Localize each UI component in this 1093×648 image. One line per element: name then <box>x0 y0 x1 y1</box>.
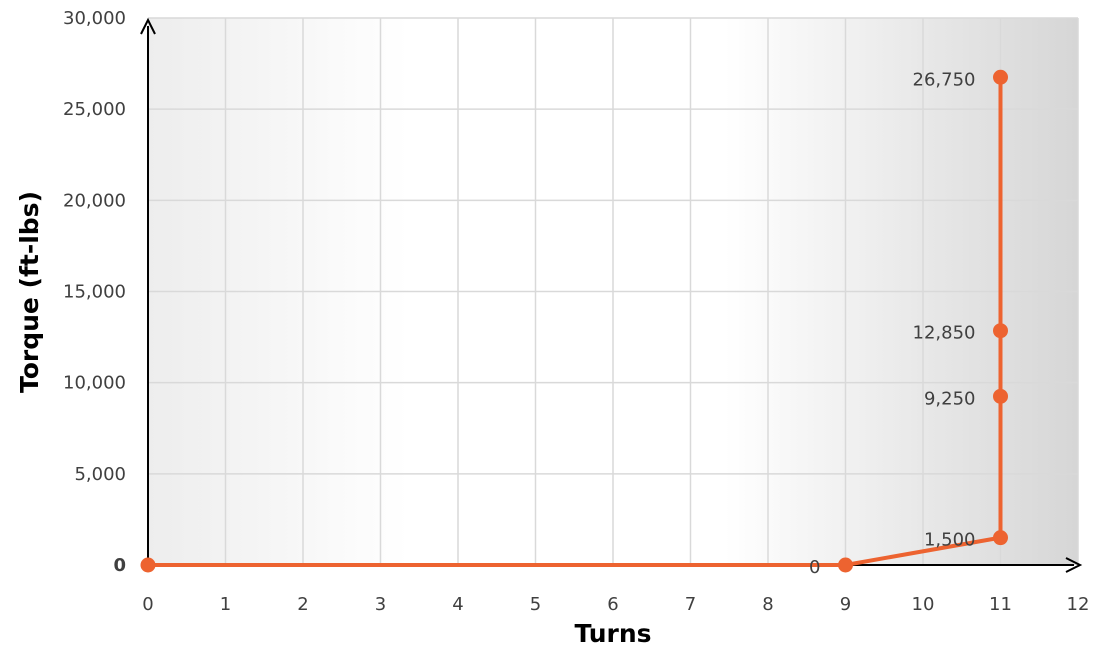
x-tick-label: 5 <box>530 594 541 615</box>
x-tick-label: 4 <box>452 594 463 615</box>
series-line <box>148 77 1003 567</box>
y-axis-ticks: 0 5,000 10,000 15,000 20,000 25,000 30,000 <box>63 8 126 576</box>
gridlines <box>148 17 1079 565</box>
x-tick-label: 8 <box>762 594 773 615</box>
y-tick-label: 25,000 <box>63 99 126 120</box>
x-tick-label: 10 <box>912 594 935 615</box>
data-point <box>140 557 156 573</box>
y-tick-label: 15,000 <box>63 282 126 303</box>
data-label: 0 <box>809 557 820 578</box>
series-layer <box>140 69 1008 573</box>
x-tick-label: 2 <box>297 594 308 615</box>
x-tick-label: 3 <box>375 594 386 615</box>
data-point <box>993 323 1008 339</box>
x-tick-label: 1 <box>220 594 231 615</box>
x-tick-label: 6 <box>607 594 618 615</box>
data-label: 12,850 <box>913 323 976 344</box>
y-tick-label: 0 <box>113 555 126 576</box>
data-point <box>993 388 1008 404</box>
x-axis-ticks: 0 1 2 3 4 5 6 7 8 9 10 11 12 <box>142 594 1089 615</box>
y-axis-title: Torque (ft-lbs) <box>15 191 44 393</box>
data-label: 9,250 <box>924 388 976 409</box>
x-tick-label: 11 <box>989 594 1012 615</box>
y-tick-label: 5,000 <box>74 464 126 485</box>
x-axis-arrow-icon <box>1065 557 1083 573</box>
data-point <box>993 530 1008 546</box>
data-labels: 0 1,500 9,250 12,850 26,750 <box>809 69 975 578</box>
data-label: 1,500 <box>924 530 976 551</box>
data-point <box>838 557 853 573</box>
x-axis-title: Turns <box>574 619 651 648</box>
data-label: 26,750 <box>913 69 976 90</box>
x-tick-label: 12 <box>1067 594 1090 615</box>
y-tick-label: 10,000 <box>63 373 126 394</box>
y-axis-arrow-icon <box>140 17 156 35</box>
x-tick-label: 9 <box>840 594 851 615</box>
y-tick-label: 30,000 <box>63 8 126 29</box>
x-tick-label: 0 <box>142 594 153 615</box>
data-point <box>993 69 1008 85</box>
x-tick-label: 7 <box>685 594 696 615</box>
y-tick-label: 20,000 <box>63 190 126 211</box>
